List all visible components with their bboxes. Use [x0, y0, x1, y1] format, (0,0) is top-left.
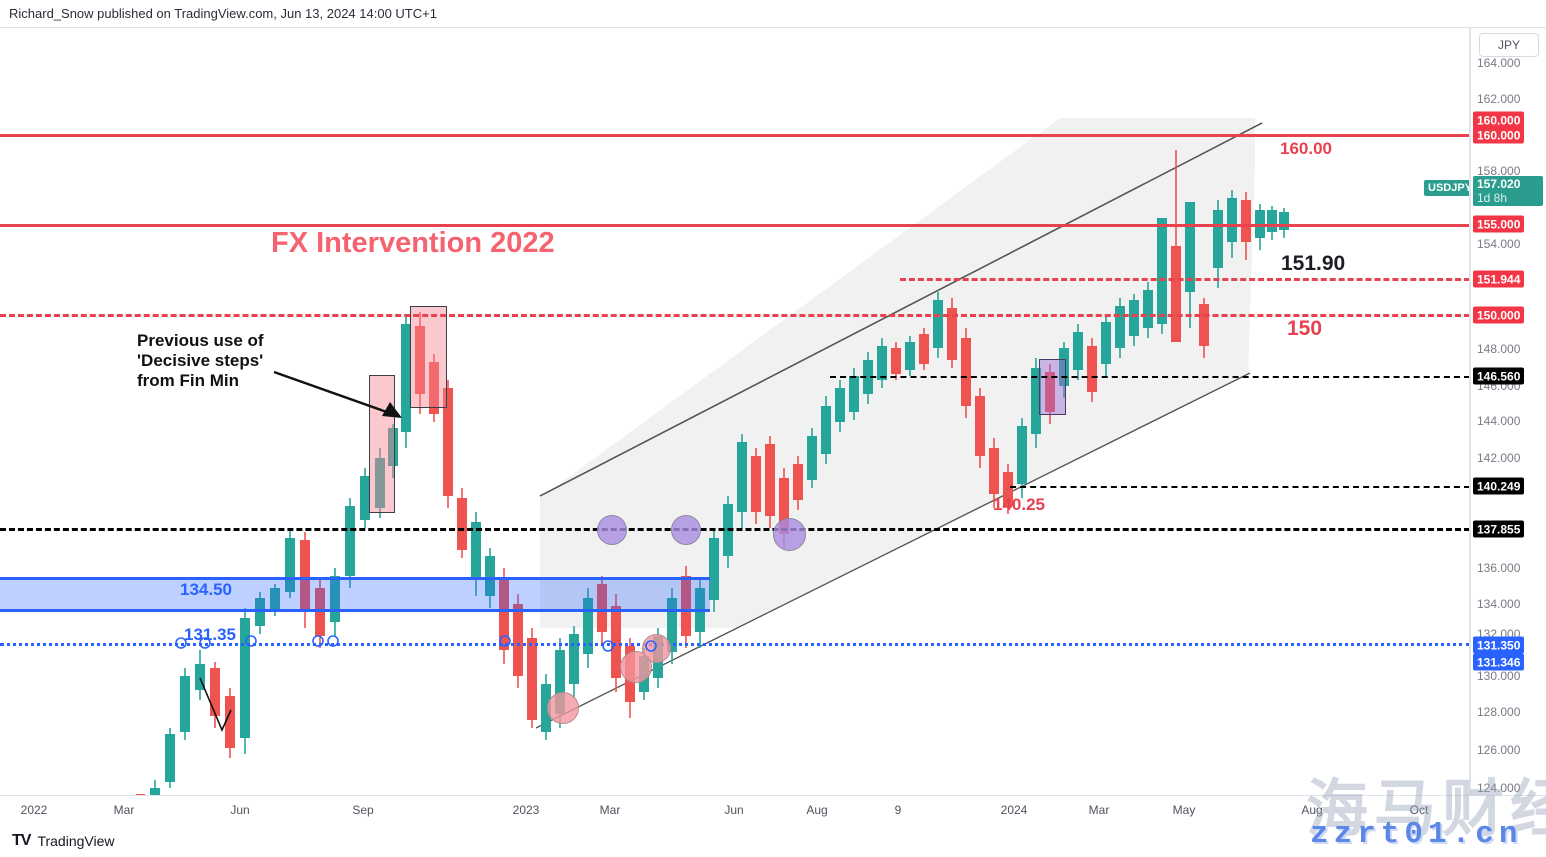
level-line-146560 [830, 376, 1469, 378]
tradingview-logo-icon: TV [12, 832, 31, 849]
time-tick: Mar [1088, 803, 1110, 817]
label-151-90: 151.90 [1281, 252, 1346, 275]
price-label-137855: 137.855 [1473, 520, 1525, 538]
price-label-146560: 146.560 [1473, 367, 1525, 385]
marker-circle-purple [597, 515, 627, 545]
label-131-35: 131.35 [184, 625, 236, 644]
chart-title-annotation: FX Intervention 2022 [271, 227, 555, 259]
axis-tick: 148.000 [1477, 342, 1521, 356]
price-label-131350: 131.350 [1473, 636, 1525, 654]
level-line-140249 [1010, 486, 1469, 488]
price-label-131346: 131.346 [1473, 653, 1525, 671]
level-line-150 [0, 314, 1469, 317]
price-label-140249: 140.249 [1473, 477, 1525, 495]
time-axis[interactable]: 2022 Mar Jun Sep 2023 Mar Jun Aug 9 2024… [0, 795, 1546, 826]
label-150: 150 [1287, 317, 1323, 340]
price-label-150: 150.000 [1473, 306, 1525, 324]
time-tick: Aug [1301, 803, 1323, 817]
axis-tick: 128.000 [1477, 705, 1521, 719]
support-zone-13450 [0, 577, 710, 612]
time-tick: Mar [113, 803, 135, 817]
annotation-note: Previous use of 'Decisive steps' from Fi… [137, 331, 264, 390]
level-line-160 [0, 134, 1469, 137]
publication-text: Richard_Snow published on TradingView.co… [9, 6, 437, 21]
symbol-tag-usdjpy: USDJPY [1424, 180, 1469, 196]
label-160: 160.00 [1280, 139, 1332, 158]
time-tick: Jun [230, 803, 250, 817]
price-label-160-upper: 160.000 [1473, 111, 1525, 129]
axis-tick: 134.000 [1477, 597, 1521, 611]
time-tick: 2024 [1000, 803, 1028, 817]
level-line-131350 [0, 643, 1469, 646]
axis-tick: 124.000 [1477, 781, 1521, 795]
price-label-160-lower: 160.000 [1473, 126, 1525, 144]
axis-tick: 158.000 [1477, 164, 1521, 178]
axis-tick: 136.000 [1477, 561, 1521, 575]
level-line-151944 [900, 278, 1469, 281]
pivot-markers [175, 635, 657, 732]
level-line-155 [0, 224, 1469, 227]
publication-header: Richard_Snow published on TradingView.co… [0, 0, 1546, 27]
intervention-box-2024 [1039, 359, 1066, 415]
label-140-25: 140.25 [993, 495, 1045, 514]
annotation-arrow [273, 370, 402, 418]
time-tick: Jun [724, 803, 744, 817]
time-tick: Sep [352, 803, 374, 817]
marker-circle-purple [671, 515, 701, 545]
price-label-151944: 151.944 [1473, 270, 1525, 288]
current-price-badge: 157.020 1d 8h [1473, 176, 1543, 206]
axis-tick: 144.000 [1477, 414, 1521, 428]
intervention-box-oct-2022 [410, 306, 447, 408]
marker-circle-pink [547, 692, 579, 724]
current-price-value: 157.020 [1477, 177, 1521, 191]
axis-tick: 142.000 [1477, 451, 1521, 465]
time-tick: Mar [599, 803, 621, 817]
price-label-155: 155.000 [1473, 215, 1525, 233]
price-axis[interactable]: JPY 164.000 162.000 158.000 154.000 148.… [1470, 27, 1546, 795]
time-tick: 2022 [20, 803, 48, 817]
time-tick: Oct [1409, 803, 1429, 817]
time-tick: May [1172, 803, 1196, 817]
currency-button-jpy[interactable]: JPY [1479, 33, 1539, 57]
label-134-50: 134.50 [180, 580, 232, 599]
bar-countdown: 1d 8h [1477, 191, 1508, 205]
marker-circle-purple [773, 518, 806, 551]
level-line-137855 [0, 528, 1469, 531]
time-tick: 9 [894, 803, 902, 817]
chart-canvas[interactable]: 160.00 151.90 150 140.25 134.50 131.35 F… [0, 27, 1470, 795]
axis-tick: 126.000 [1477, 743, 1521, 757]
time-tick: 2023 [512, 803, 540, 817]
axis-tick: 154.000 [1477, 237, 1521, 251]
tradingview-brand: TradingView [37, 833, 115, 849]
intervention-box-sep-2022 [369, 375, 395, 513]
footer: TV TradingView [0, 825, 1546, 857]
axis-tick: 164.000 [1477, 56, 1521, 70]
axis-tick: 162.000 [1477, 92, 1521, 106]
time-tick: Aug [806, 803, 828, 817]
chart-plot-svg [136, 118, 1289, 795]
axis-tick: 130.000 [1477, 669, 1521, 683]
